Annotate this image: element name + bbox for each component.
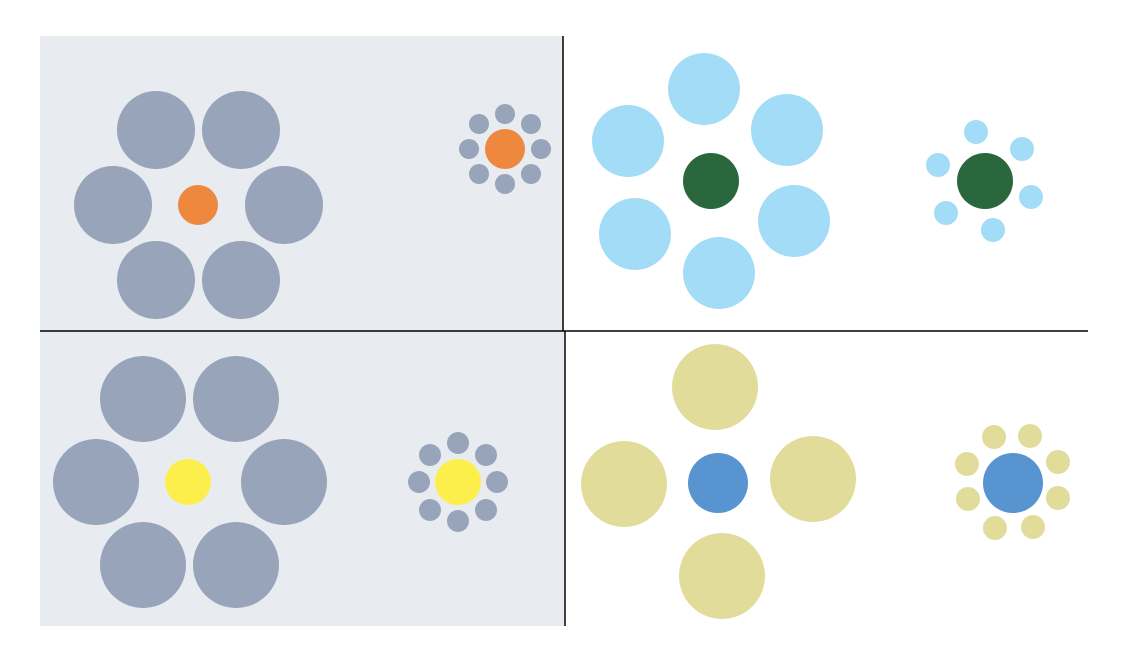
bottom-right-large-surround-ring-circle-4 xyxy=(679,533,765,619)
top-right-small-surround-ring-circle-5 xyxy=(934,201,958,225)
top-left-large-surround-center-circle xyxy=(178,185,218,225)
bottom-left-small-surround-ring-circle-1 xyxy=(447,432,469,454)
top-right-large-surround-ring-circle-4 xyxy=(599,198,671,270)
top-right-small-surround-ring-circle-4 xyxy=(1019,185,1043,209)
bottom-right-small-surround-center-circle xyxy=(983,453,1043,513)
bottom-left-large-surround-ring-circle-4 xyxy=(241,439,327,525)
bottom-right-small-surround xyxy=(955,424,1070,540)
top-right-small-surround-center-circle xyxy=(957,153,1013,209)
top-left-large-surround-ring-circle-5 xyxy=(117,241,195,319)
bottom-left-large-surround-ring-circle-1 xyxy=(100,356,186,442)
top-left-large-surround-ring-circle-2 xyxy=(202,91,280,169)
top-left-small-surround-ring-circle-4 xyxy=(521,164,541,184)
top-left-small-surround xyxy=(459,104,551,194)
bottom-right-small-surround-ring-circle-6 xyxy=(1046,486,1070,510)
bottom-right-large-surround-ring-circle-3 xyxy=(770,436,856,522)
bottom-left-small-surround-center-circle xyxy=(435,459,481,505)
bottom-right-large-surround-ring-circle-2 xyxy=(581,441,667,527)
top-left-large-surround-ring-circle-4 xyxy=(245,166,323,244)
top-left-small-surround-center-circle xyxy=(485,129,525,169)
top-left-small-surround-ring-circle-6 xyxy=(469,164,489,184)
bottom-right-small-surround-ring-circle-2 xyxy=(1018,424,1042,448)
bottom-right-small-surround-ring-circle-7 xyxy=(983,516,1007,540)
top-right-large-surround-ring-circle-5 xyxy=(758,185,830,257)
top-left-small-surround-ring-circle-7 xyxy=(459,139,479,159)
illusion-shapes xyxy=(53,53,1070,619)
top-left-small-surround-ring-circle-5 xyxy=(495,174,515,194)
bottom-right-small-surround-ring-circle-3 xyxy=(955,452,979,476)
bottom-right-small-surround-ring-circle-5 xyxy=(956,487,980,511)
bottom-left-large-surround-ring-circle-3 xyxy=(53,439,139,525)
bottom-left-small-surround-ring-circle-7 xyxy=(408,471,430,493)
top-right-large-surround-ring-circle-2 xyxy=(592,105,664,177)
top-left-large-surround-ring-circle-6 xyxy=(202,241,280,319)
top-right-large-surround-center-circle xyxy=(683,153,739,209)
bottom-right-large-surround-center-circle xyxy=(688,453,748,513)
top-right-large-surround xyxy=(592,53,830,309)
bottom-right-small-surround-ring-circle-8 xyxy=(1021,515,1045,539)
top-right-large-surround-ring-circle-3 xyxy=(751,94,823,166)
bottom-left-small-surround-ring-circle-5 xyxy=(447,510,469,532)
bottom-right-small-surround-ring-circle-1 xyxy=(982,425,1006,449)
bottom-left-large-surround xyxy=(53,356,327,608)
top-right-large-surround-ring-circle-1 xyxy=(668,53,740,125)
bottom-left-large-surround-ring-circle-6 xyxy=(193,522,279,608)
bottom-right-small-surround-ring-circle-4 xyxy=(1046,450,1070,474)
top-left-small-surround-ring-circle-2 xyxy=(521,114,541,134)
top-left-small-surround-ring-circle-8 xyxy=(469,114,489,134)
bottom-left-large-surround-ring-circle-2 xyxy=(193,356,279,442)
bottom-right-large-surround xyxy=(581,344,856,619)
top-left-large-surround-ring-circle-1 xyxy=(117,91,195,169)
bottom-left-small-surround-ring-circle-2 xyxy=(475,444,497,466)
bottom-left-large-surround-ring-circle-5 xyxy=(100,522,186,608)
bottom-left-large-surround-center-circle xyxy=(165,459,211,505)
top-right-large-surround-ring-circle-6 xyxy=(683,237,755,309)
bottom-right-large-surround-ring-circle-1 xyxy=(672,344,758,430)
bottom-left-small-surround xyxy=(408,432,508,532)
bottom-left-small-surround-ring-circle-3 xyxy=(486,471,508,493)
top-left-small-surround-ring-circle-1 xyxy=(495,104,515,124)
top-right-small-surround-ring-circle-2 xyxy=(1010,137,1034,161)
bottom-left-small-surround-ring-circle-6 xyxy=(419,499,441,521)
bottom-left-small-surround-ring-circle-4 xyxy=(475,499,497,521)
top-right-small-surround-ring-circle-6 xyxy=(981,218,1005,242)
top-right-small-surround xyxy=(926,120,1043,242)
top-left-large-surround-ring-circle-3 xyxy=(74,166,152,244)
bottom-left-small-surround-ring-circle-8 xyxy=(419,444,441,466)
top-right-small-surround-ring-circle-3 xyxy=(926,153,950,177)
top-right-small-surround-ring-circle-1 xyxy=(964,120,988,144)
top-left-large-surround xyxy=(74,91,323,319)
top-left-small-surround-ring-circle-3 xyxy=(531,139,551,159)
